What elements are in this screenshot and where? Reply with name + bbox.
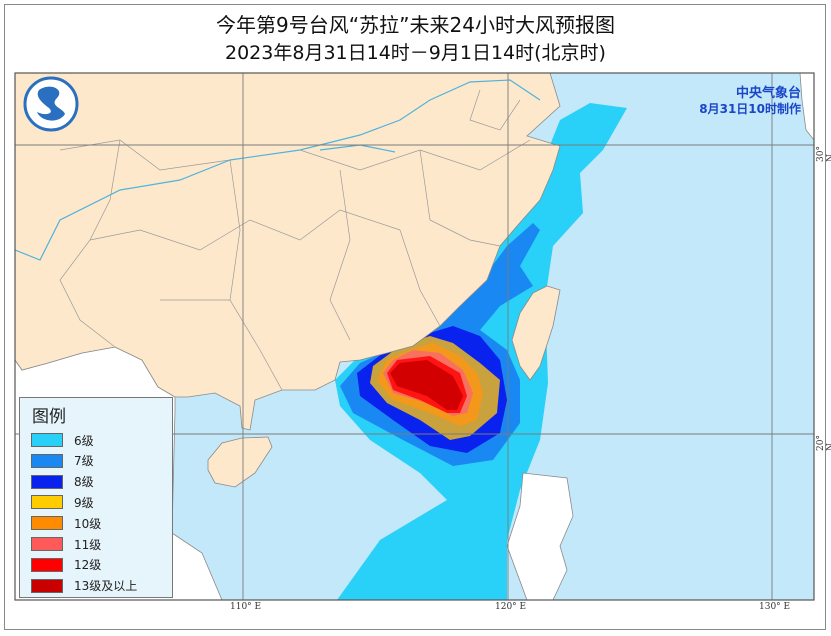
legend-swatch [31,474,63,489]
cma-logo [23,76,79,132]
lat-label-20: 20° N [816,435,831,451]
legend-item: 8级 [31,474,94,490]
wind-zone-13 [390,360,463,410]
map-subtitle: 2023年8月31日14时－9月1日14时(北京时) [225,42,606,64]
legend-label: 8级 [74,475,94,490]
wind-zones [335,103,627,600]
lon-label-110: 110° E [230,602,262,612]
hainan-island [207,436,273,488]
legend-label: 11级 [74,537,102,552]
legend-swatch [31,537,63,551]
legend-item: 12级 [31,557,101,573]
legend-swatch [31,557,63,572]
legend-label: 6级 [74,433,94,448]
legend-label: 9级 [74,495,94,510]
legend-title: 图例 [32,407,66,427]
legend-label: 13级及以上 [74,579,138,594]
legend-swatch [31,433,63,447]
luzon-island [506,472,574,600]
legend-item: 11级 [31,536,101,552]
legend-item: 6级 [31,432,94,448]
map-frame [14,72,815,601]
agency-name: 中央气象台 [735,86,801,101]
taiwan-island [511,285,561,381]
legend-item: 7级 [31,453,94,469]
legend-swatch [31,516,63,531]
legend-item: 10级 [31,515,101,531]
legend-label: 12级 [74,558,102,573]
legend-item: 9级 [31,494,94,510]
legend-swatch [31,495,63,510]
china-mainland [15,73,561,431]
legend-label: 7级 [74,454,94,469]
lon-label-120: 120° E [495,602,527,612]
korea-japan-islands [799,73,814,141]
legend-swatch [31,578,63,593]
map-title: 今年第9号台风“苏拉”未来24小时大风预报图 [216,13,615,37]
lat-label-30: 30° N [816,146,831,162]
legend-label: 10级 [74,516,102,531]
legend-item: 13级及以上 [31,578,137,594]
legend-swatch [31,453,63,468]
legend: 图例 6级 7级 8级 9级 10级 11级 12级 13级及以上 [19,397,173,598]
image-border [4,4,826,630]
issue-time: 8月31日10时制作 [699,102,801,116]
lon-label-130: 130° E [759,602,791,612]
